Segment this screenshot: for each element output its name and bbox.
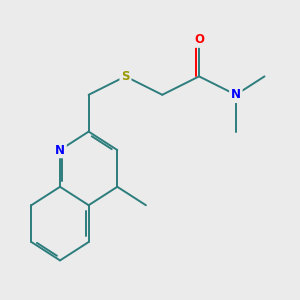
- Text: S: S: [121, 70, 130, 83]
- Text: N: N: [55, 143, 65, 157]
- Text: N: N: [231, 88, 241, 101]
- Text: O: O: [194, 33, 204, 46]
